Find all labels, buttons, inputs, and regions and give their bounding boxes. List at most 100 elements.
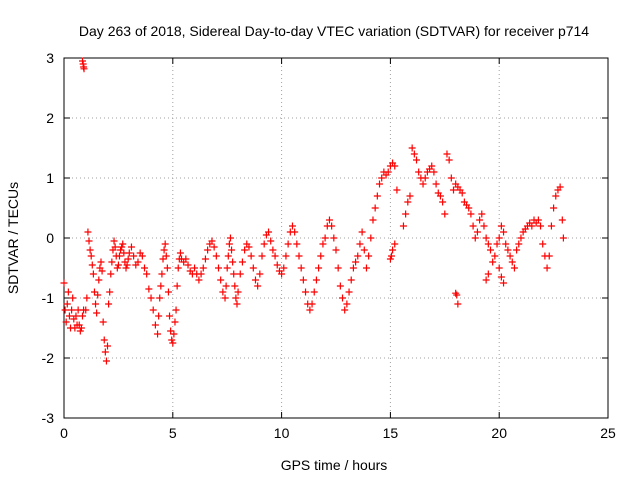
data-point bbox=[436, 192, 444, 200]
data-point bbox=[254, 282, 262, 290]
data-point bbox=[182, 255, 190, 263]
data-point bbox=[547, 222, 555, 230]
data-point bbox=[214, 264, 222, 272]
data-point bbox=[170, 330, 178, 338]
data-point bbox=[339, 294, 347, 302]
data-point bbox=[94, 291, 102, 299]
data-point bbox=[62, 318, 70, 326]
data-point bbox=[104, 342, 112, 350]
data-point bbox=[222, 282, 230, 290]
y-axis-label: SDTVAR / TECUs bbox=[5, 182, 21, 294]
data-point bbox=[484, 270, 492, 278]
data-point bbox=[124, 255, 132, 263]
axis-ticks bbox=[63, 57, 609, 419]
chart-title: Day 263 of 2018, Sidereal Day-to-day VTE… bbox=[79, 23, 589, 39]
data-point bbox=[302, 288, 310, 296]
data-point bbox=[184, 261, 192, 269]
data-point bbox=[199, 264, 207, 272]
data-point bbox=[543, 264, 551, 272]
data-point bbox=[93, 309, 101, 317]
data-point bbox=[389, 246, 397, 254]
data-point bbox=[484, 240, 492, 248]
data-point bbox=[458, 189, 466, 197]
data-point bbox=[354, 252, 362, 260]
data-point bbox=[306, 306, 314, 314]
data-point bbox=[251, 276, 259, 284]
data-point bbox=[534, 216, 542, 224]
data-point bbox=[341, 306, 349, 314]
data-point bbox=[77, 324, 85, 332]
data-point bbox=[332, 246, 340, 254]
data-point bbox=[160, 246, 168, 254]
data-point bbox=[284, 240, 292, 248]
data-point bbox=[230, 270, 238, 278]
data-point bbox=[231, 282, 239, 290]
data-point bbox=[85, 237, 93, 245]
data-point bbox=[299, 276, 307, 284]
data-point bbox=[399, 222, 407, 230]
x-tick-label: 10 bbox=[274, 425, 290, 441]
data-point bbox=[500, 279, 508, 287]
data-point bbox=[556, 183, 564, 191]
data-point bbox=[247, 252, 255, 260]
data-point bbox=[176, 249, 184, 257]
data-point bbox=[308, 300, 316, 308]
data-point bbox=[497, 273, 505, 281]
data-point bbox=[98, 267, 106, 275]
data-point bbox=[65, 312, 73, 320]
data-point bbox=[107, 270, 115, 278]
data-point bbox=[223, 264, 231, 272]
data-point bbox=[387, 252, 395, 260]
data-point bbox=[122, 264, 130, 272]
data-point bbox=[267, 237, 275, 245]
data-point bbox=[454, 300, 462, 308]
data-point bbox=[161, 240, 169, 248]
data-point bbox=[513, 246, 521, 254]
data-point bbox=[310, 288, 318, 296]
data-point bbox=[334, 264, 342, 272]
data-point bbox=[336, 282, 344, 290]
data-point bbox=[378, 174, 386, 182]
data-point bbox=[345, 288, 353, 296]
data-point bbox=[404, 198, 412, 206]
data-point bbox=[369, 216, 377, 224]
data-point bbox=[123, 261, 131, 269]
data-point bbox=[141, 264, 149, 272]
data-point bbox=[537, 222, 545, 230]
data-point bbox=[495, 264, 503, 272]
data-point bbox=[138, 252, 146, 260]
data-point bbox=[325, 216, 333, 224]
data-point bbox=[493, 240, 501, 248]
data-point bbox=[352, 258, 360, 266]
data-point bbox=[233, 300, 241, 308]
y-tick-label: 3 bbox=[46, 50, 54, 66]
data-point bbox=[539, 240, 547, 248]
data-point bbox=[452, 289, 460, 297]
data-point bbox=[224, 252, 232, 260]
data-point bbox=[312, 276, 320, 284]
data-point bbox=[473, 228, 481, 236]
data-point bbox=[402, 210, 410, 218]
data-point bbox=[64, 288, 72, 296]
data-point bbox=[280, 264, 288, 272]
data-point bbox=[76, 327, 84, 335]
data-point bbox=[236, 270, 244, 278]
data-point bbox=[321, 234, 329, 242]
data-point bbox=[82, 306, 90, 314]
data-point bbox=[471, 234, 479, 242]
data-point bbox=[482, 234, 490, 242]
axis-tick-labels: 0 5 10 15 20 25 -3 -2 -1 0 1 2 3 bbox=[42, 50, 616, 441]
data-point bbox=[356, 240, 364, 248]
data-point bbox=[110, 237, 118, 245]
data-point bbox=[373, 192, 381, 200]
data-point bbox=[328, 222, 336, 230]
data-point bbox=[166, 312, 174, 320]
data-point bbox=[467, 210, 475, 218]
y-tick-label: -3 bbox=[42, 410, 55, 426]
data-point bbox=[89, 270, 97, 278]
data-point bbox=[482, 276, 490, 284]
data-point bbox=[159, 255, 167, 263]
data-point bbox=[149, 306, 157, 314]
data-point bbox=[371, 204, 379, 212]
data-point bbox=[362, 264, 370, 272]
